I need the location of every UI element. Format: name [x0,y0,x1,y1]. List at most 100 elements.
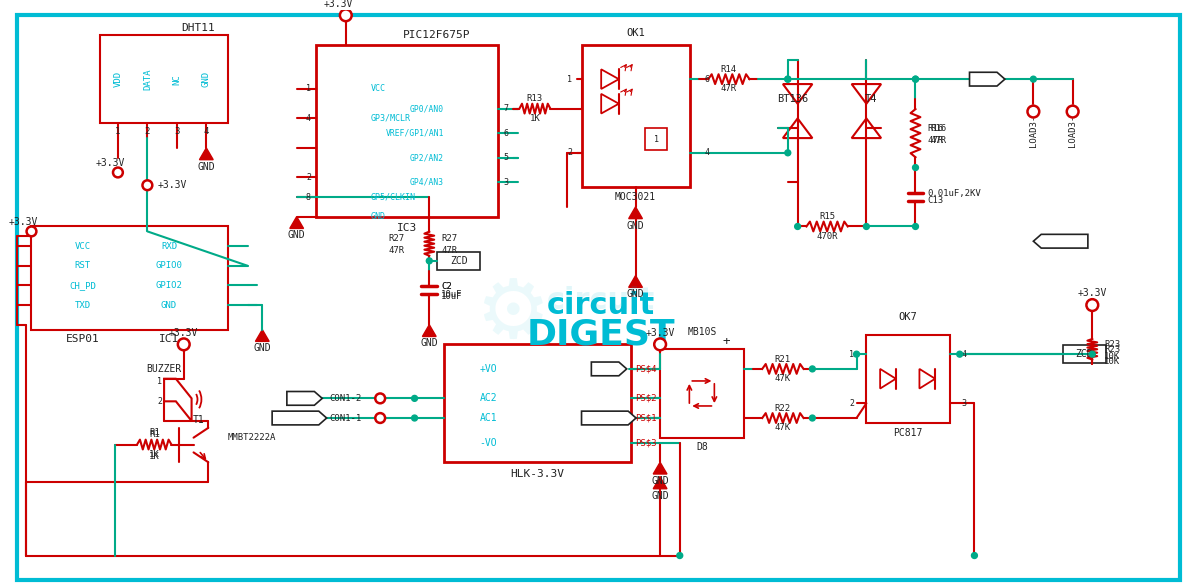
Bar [100,35,228,123]
Text: DIGEST: DIGEST [527,318,676,352]
Polygon shape [272,411,327,425]
Text: CH_PD: CH_PD [69,281,96,290]
Text: +VO: +VO [480,364,497,374]
Text: VCC: VCC [370,84,386,94]
Circle shape [912,164,918,170]
Text: ZCD: ZCD [1076,349,1094,359]
Text: PS$1: PS$1 [635,414,657,422]
Text: R16: R16 [928,124,943,133]
Text: PC817: PC817 [893,428,923,438]
Circle shape [795,223,800,229]
Bar [581,45,690,187]
Text: 1: 1 [116,127,121,136]
Text: GND: GND [651,491,669,501]
Text: R14: R14 [721,65,737,74]
Text: LIVE: LIVE [289,393,313,404]
Text: GND: GND [288,230,306,240]
Bar [660,349,744,438]
Circle shape [784,150,790,156]
Polygon shape [653,462,667,474]
Text: BUZZER: BUZZER [147,364,181,374]
Text: 1K: 1K [149,452,160,461]
Text: +3.3V: +3.3V [96,157,124,168]
Text: LIVE: LIVE [972,74,995,84]
Text: 1: 1 [653,135,659,143]
Text: +3.3V: +3.3V [646,328,675,338]
Text: HLK-3.3V: HLK-3.3V [510,469,565,479]
Polygon shape [423,325,436,336]
Circle shape [912,76,918,82]
Text: CON1-2: CON1-2 [330,394,362,403]
Text: 8: 8 [306,192,310,201]
Text: GPIO2: GPIO2 [155,281,183,290]
Circle shape [956,351,962,357]
Text: R27: R27 [388,234,405,243]
Polygon shape [287,391,322,405]
Text: VDD: VDD [113,71,123,87]
Text: 10K: 10K [1104,352,1120,360]
Bar [31,226,228,329]
Text: 7: 7 [504,104,509,113]
Circle shape [412,395,418,401]
Text: 1K: 1K [149,450,160,459]
Circle shape [375,413,386,423]
Text: +3.3V: +3.3V [1078,288,1107,298]
Circle shape [784,76,790,82]
Circle shape [810,366,816,372]
Text: PS$2: PS$2 [635,394,657,403]
Polygon shape [290,216,303,229]
Circle shape [912,76,918,82]
Text: R15: R15 [819,212,835,221]
Text: 1: 1 [849,350,854,359]
Text: R23: R23 [1104,345,1120,354]
Text: DHT11: DHT11 [181,23,215,33]
Text: R21: R21 [775,355,790,364]
Text: GP3/MCLR: GP3/MCLR [370,114,411,123]
Text: RXD: RXD [161,242,177,250]
Text: GPIO0: GPIO0 [155,261,183,270]
Circle shape [1089,351,1095,357]
Text: 1: 1 [567,75,572,84]
Text: R16: R16 [930,124,947,133]
Text: -VO: -VO [480,438,497,448]
Text: 10uF: 10uF [441,292,462,301]
Text: 1: 1 [158,377,162,386]
Text: BT136: BT136 [777,94,808,104]
Text: NC: NC [172,74,181,84]
Polygon shape [629,207,642,219]
Text: D8: D8 [696,442,708,452]
Text: LOAD3-1: LOAD3-1 [1029,109,1038,147]
Circle shape [810,415,816,421]
Text: +3.3V: +3.3V [158,180,186,190]
Text: 3: 3 [961,399,966,408]
Text: R1: R1 [149,430,160,439]
Text: +3.3V: +3.3V [8,216,38,226]
Text: 4: 4 [204,127,209,136]
Text: 1K: 1K [529,114,540,123]
Polygon shape [970,73,1005,86]
Text: GND: GND [197,161,215,171]
Circle shape [1030,76,1036,82]
Text: R23: R23 [1104,340,1120,349]
Text: 2: 2 [144,127,150,136]
Text: 1: 1 [306,84,310,94]
Circle shape [1066,106,1078,118]
Polygon shape [256,329,269,342]
Text: R13: R13 [527,94,543,104]
Text: 47R: 47R [441,246,457,255]
Text: 47K: 47K [775,424,790,432]
Text: GP2/AN2: GP2/AN2 [410,153,444,162]
Text: GND: GND [370,212,386,221]
Text: circuit: circuit [547,285,656,315]
Circle shape [972,553,978,559]
Polygon shape [1033,235,1088,248]
Text: MB10S: MB10S [688,326,716,336]
Text: GND: GND [420,338,438,349]
Text: 470R: 470R [817,232,838,241]
Text: ⚙: ⚙ [475,274,550,355]
Text: 0.01uF,2KV: 0.01uF,2KV [928,188,981,198]
Text: GND: GND [651,476,669,486]
Text: 3: 3 [504,178,509,187]
Text: circuit: circuit [547,291,656,319]
Text: CON1-1: CON1-1 [330,414,362,422]
